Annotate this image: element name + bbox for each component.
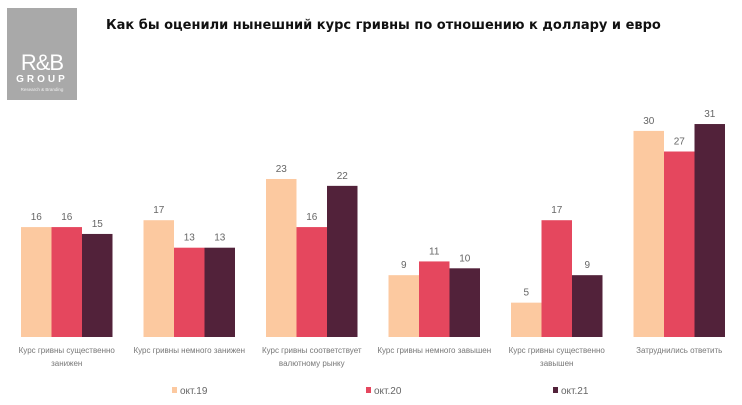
category-label: завышен xyxy=(540,359,573,368)
legend-label: окт.19 xyxy=(180,386,208,397)
bar xyxy=(388,275,419,337)
legend-swatch xyxy=(172,387,177,393)
data-label: 16 xyxy=(31,212,43,223)
data-label: 17 xyxy=(153,205,165,216)
bar xyxy=(296,227,327,337)
legend-swatch xyxy=(553,387,558,393)
data-label: 16 xyxy=(61,212,73,223)
bar xyxy=(143,220,174,337)
data-label: 10 xyxy=(459,253,471,264)
bar xyxy=(694,124,725,337)
data-label: 22 xyxy=(337,171,349,182)
data-label: 30 xyxy=(643,116,655,127)
data-label: 13 xyxy=(184,233,196,244)
data-label: 11 xyxy=(429,246,440,257)
bar xyxy=(82,233,113,337)
data-label: 9 xyxy=(584,260,590,271)
bar xyxy=(664,151,695,337)
legend-label: окт.20 xyxy=(374,386,402,397)
data-label: 27 xyxy=(674,137,686,148)
category-label: Курс гривны немного завышен xyxy=(377,346,491,355)
bar xyxy=(572,275,603,337)
legend-label: окт.21 xyxy=(561,386,589,397)
category-label: Курс гривны немного занижен xyxy=(133,346,245,355)
bar xyxy=(174,247,205,337)
category-label: Затруднились ответить xyxy=(636,346,722,355)
bar xyxy=(511,302,542,337)
data-label: 5 xyxy=(523,288,529,299)
bar xyxy=(419,261,450,337)
category-label: Курс гривны соответствует xyxy=(262,346,362,355)
category-label: занижен xyxy=(51,359,82,368)
data-label: 9 xyxy=(401,260,407,271)
data-label: 15 xyxy=(92,219,104,230)
data-label: 23 xyxy=(276,164,288,175)
data-label: 17 xyxy=(551,205,563,216)
rb-group-logo: R&B GROUP Research & Branding xyxy=(7,8,77,100)
bar xyxy=(51,227,82,337)
category-label: Курс гривны существенно xyxy=(509,346,606,355)
bar xyxy=(449,268,480,337)
bar xyxy=(204,247,235,337)
chart-title: Как бы оценили нынешний курс гривны по о… xyxy=(106,18,661,33)
data-label: 31 xyxy=(704,109,716,120)
legend-swatch xyxy=(366,387,371,393)
data-label: 13 xyxy=(214,233,226,244)
bar xyxy=(327,185,358,337)
bar xyxy=(633,130,664,337)
bar xyxy=(541,220,572,337)
category-label: валютному рынку xyxy=(279,359,345,368)
bar xyxy=(21,227,52,337)
data-label: 16 xyxy=(306,212,318,223)
category-label: Курс гривны существенно xyxy=(19,346,116,355)
bar xyxy=(266,178,297,337)
